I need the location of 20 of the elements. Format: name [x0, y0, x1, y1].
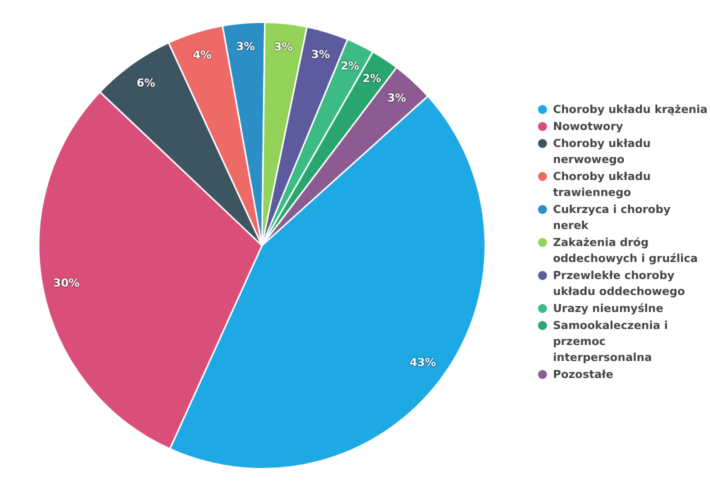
legend-label: Samookaleczenia i przemoc interpersonalna: [553, 318, 669, 366]
data-label: 4%: [192, 48, 212, 62]
legend-label: Choroby układu krążenia: [553, 102, 708, 118]
data-label: 3%: [387, 92, 406, 105]
data-label: 30%: [53, 276, 80, 290]
legend-label: Pozostałe: [553, 366, 614, 382]
data-label: 2%: [340, 60, 360, 73]
data-label: 3%: [236, 40, 255, 53]
legend-label: Nowotwory: [553, 118, 624, 134]
legend-label: Zakażenia dróg oddechowych i gruźlica: [553, 234, 699, 266]
legend-label: Choroby układu nerwowego: [553, 136, 652, 168]
legend-label: Cukrzyca i choroby nerek: [553, 202, 672, 234]
data-label: 6%: [136, 76, 156, 90]
legend-label: Urazy nieumyślne: [553, 300, 664, 316]
data-label: 3%: [311, 48, 330, 61]
legend-label: Choroby układu trawiennego: [553, 168, 652, 200]
data-label: 2%: [362, 72, 382, 86]
data-label: 43%: [410, 356, 436, 369]
legend-label: Przewlekłe choroby układu oddechowego: [553, 268, 686, 300]
data-label: 3%: [274, 40, 293, 54]
